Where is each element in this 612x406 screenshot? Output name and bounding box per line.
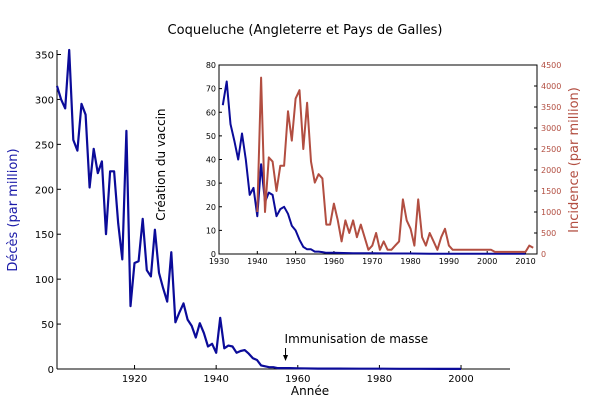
inset-x-tick-label: 1950 [285, 257, 305, 266]
inset-left-y-tick-label: 40 [206, 156, 216, 165]
inset-x-tick-label: 2010 [515, 257, 535, 266]
inset-left-y-tick-label: 60 [206, 108, 216, 117]
inset-x-tick-label: 1940 [247, 257, 267, 266]
main-y-tick-label: 100 [35, 275, 54, 286]
main-y-tick-label: 350 [35, 50, 54, 61]
main-y-tick-label: 250 [35, 140, 54, 151]
inset-left-y-tick-label: 70 [206, 85, 216, 94]
inset-x-tick-label: 2000 [477, 257, 497, 266]
inset-x-tick-label: 1980 [400, 257, 420, 266]
inset-x-tick-label: 1930 [209, 257, 229, 266]
inset-right-y-tick-label: 1500 [541, 187, 561, 196]
main-x-tick-label: 1920 [122, 374, 147, 385]
chart-title: Coqueluche (Angleterre et Pays de Galles… [168, 23, 443, 38]
main-x-tick-label: 1940 [203, 374, 228, 385]
main-y-tick-label: 200 [35, 185, 54, 196]
inset-x-tick-label: 1970 [362, 257, 382, 266]
main-y-tick-label: 0 [48, 365, 54, 376]
inset-right-y-tick-label: 500 [541, 229, 556, 238]
inset-right-y-axis-label: Incidence (par million) [567, 87, 582, 233]
main-x-axis-label: Année [291, 384, 329, 398]
main-y-tick-label: 300 [35, 95, 54, 106]
main-x-tick-label: 1980 [367, 374, 392, 385]
inset-right-y-tick-label: 4000 [541, 82, 561, 91]
inset-right-y-tick-label: 0 [541, 250, 546, 259]
inset-incidence-line [256, 76, 534, 253]
inset-left-y-tick-label: 10 [206, 226, 216, 235]
annotation-mass-immunisation: Immunisation de masse [285, 332, 429, 346]
inset-right-y-tick-label: 3000 [541, 124, 561, 133]
inset-axes: 0 10 20 30 40 50 60 70 80 0 500 1000 1500 2000 2500 300… [206, 61, 562, 266]
annotation-arrow-head [283, 355, 289, 362]
inset-left-y-tick-label: 0 [211, 250, 216, 259]
main-y-tick-label: 50 [41, 320, 54, 331]
main-plot-area [55, 48, 461, 370]
inset-left-y-tick-label: 80 [206, 61, 216, 70]
inset-right-y-tick-label: 4500 [541, 61, 561, 70]
main-y-tick-label: 150 [35, 230, 54, 241]
inset-background [218, 64, 538, 255]
inset-right-y-tick-label: 3500 [541, 103, 561, 112]
annotations: Création du vaccin Immunisation de masse [154, 108, 429, 362]
inset-right-y-tick-label: 2500 [541, 145, 561, 154]
main-deaths-line [55, 48, 461, 370]
inset-left-y-tick-label: 30 [206, 179, 216, 188]
inset-left-y-tick-label: 20 [206, 203, 216, 212]
inset-right-y-tick-label: 1000 [541, 208, 561, 217]
main-x-tick-label: 1960 [285, 374, 310, 385]
main-y-axis-label: Décès (par million) [6, 148, 21, 271]
inset-x-tick-label: 1960 [324, 257, 344, 266]
inset-deaths-line [221, 80, 526, 255]
main-x-tick-label: 2000 [448, 374, 473, 385]
inset-plot-area [221, 76, 534, 255]
inset-left-y-tick-label: 50 [206, 132, 216, 141]
annotation-vaccine-creation: Création du vaccin [154, 108, 168, 220]
inset-x-tick-label: 1990 [439, 257, 459, 266]
inset-right-y-tick-label: 2000 [541, 166, 561, 175]
